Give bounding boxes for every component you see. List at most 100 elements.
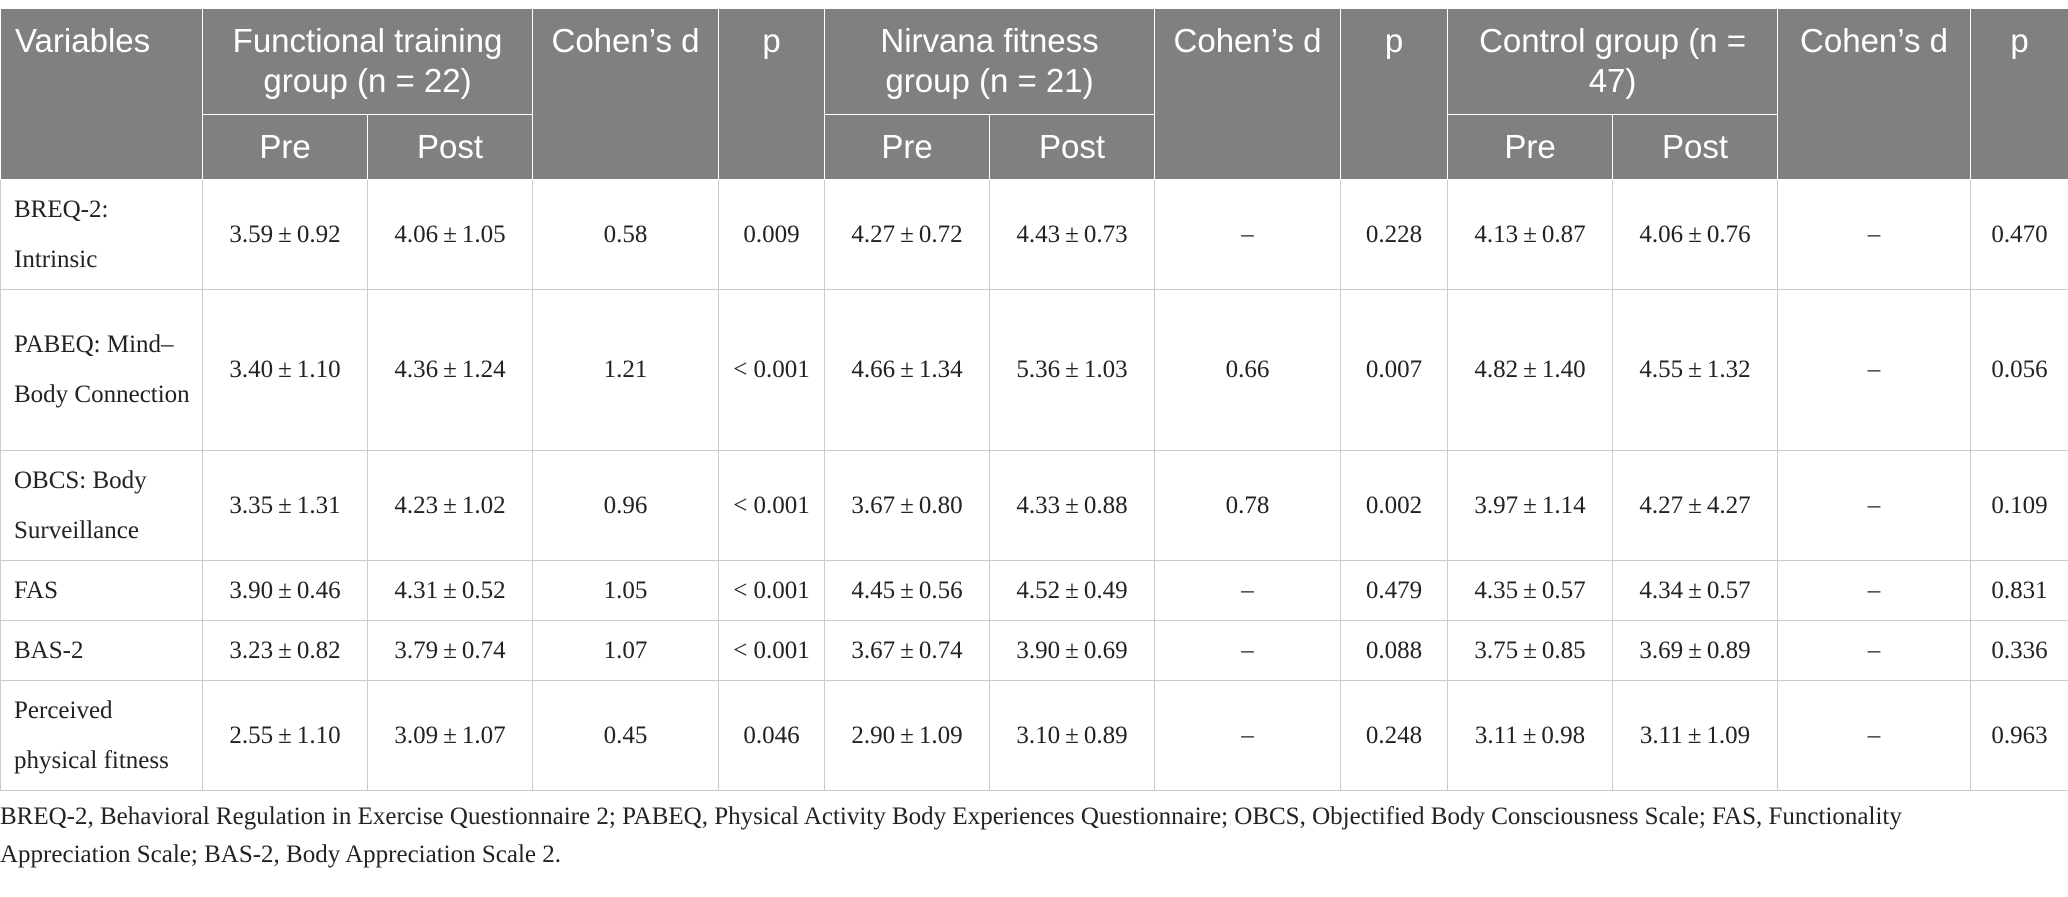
- header-p: p: [1341, 9, 1448, 180]
- functional-post-cell: 4.31 ± 0.52: [368, 561, 533, 621]
- header-pre: Pre: [1448, 115, 1613, 180]
- functional-post-cell: 4.23 ± 1.02: [368, 451, 533, 561]
- control-pre-cell: 3.11 ± 0.98: [1448, 681, 1613, 791]
- functional-pre-cell: 3.90 ± 0.46: [203, 561, 368, 621]
- functional-pre-cell: 3.35 ± 1.31: [203, 451, 368, 561]
- control-post-cell: 3.11 ± 1.09: [1613, 681, 1778, 791]
- header-group-functional: Functional training group (n = 22): [203, 9, 533, 115]
- control-pre-cell: 4.82 ± 1.40: [1448, 290, 1613, 451]
- control-pre-cell: 3.97 ± 1.14: [1448, 451, 1613, 561]
- header-post: Post: [1613, 115, 1778, 180]
- header-post: Post: [990, 115, 1155, 180]
- header-cohens-d: Cohen’s d: [1778, 9, 1971, 180]
- nirvana-post-cell: 4.52 ± 0.49: [990, 561, 1155, 621]
- control-p-cell: 0.470: [1971, 180, 2068, 290]
- nirvana-cohens-d-cell: –: [1155, 681, 1341, 791]
- control-cohens-d-cell: –: [1778, 681, 1971, 791]
- control-p-cell: 0.831: [1971, 561, 2068, 621]
- nirvana-p-cell: 0.479: [1341, 561, 1448, 621]
- variable-cell: FAS: [1, 561, 203, 621]
- control-cohens-d-cell: –: [1778, 180, 1971, 290]
- control-p-cell: 0.109: [1971, 451, 2068, 561]
- functional-post-cell: 3.09 ± 1.07: [368, 681, 533, 791]
- functional-p-cell: < 0.001: [719, 621, 825, 681]
- nirvana-cohens-d-cell: 0.66: [1155, 290, 1341, 451]
- functional-cohens-d-cell: 0.96: [533, 451, 719, 561]
- functional-pre-cell: 2.55 ± 1.10: [203, 681, 368, 791]
- header-p: p: [1971, 9, 2068, 180]
- nirvana-p-cell: 0.228: [1341, 180, 1448, 290]
- header-p: p: [719, 9, 825, 180]
- functional-cohens-d-cell: 0.45: [533, 681, 719, 791]
- variable-cell: BREQ-2: Intrinsic: [1, 180, 203, 290]
- nirvana-post-cell: 3.90 ± 0.69: [990, 621, 1155, 681]
- control-pre-cell: 4.35 ± 0.57: [1448, 561, 1613, 621]
- variable-cell: OBCS: Body Surveillance: [1, 451, 203, 561]
- control-cohens-d-cell: –: [1778, 561, 1971, 621]
- control-post-cell: 4.06 ± 0.76: [1613, 180, 1778, 290]
- variable-cell: BAS-2: [1, 621, 203, 681]
- functional-cohens-d-cell: 1.05: [533, 561, 719, 621]
- control-post-cell: 3.69 ± 0.89: [1613, 621, 1778, 681]
- functional-pre-cell: 3.59 ± 0.92: [203, 180, 368, 290]
- control-p-cell: 0.963: [1971, 681, 2068, 791]
- control-cohens-d-cell: –: [1778, 451, 1971, 561]
- table-footnote: BREQ-2, Behavioral Regulation in Exercis…: [0, 798, 2026, 874]
- nirvana-cohens-d-cell: –: [1155, 621, 1341, 681]
- header-group-nirvana: Nirvana fitness group (n = 21): [825, 9, 1155, 115]
- functional-p-cell: < 0.001: [719, 451, 825, 561]
- nirvana-cohens-d-cell: –: [1155, 180, 1341, 290]
- functional-cohens-d-cell: 1.07: [533, 621, 719, 681]
- functional-post-cell: 4.06 ± 1.05: [368, 180, 533, 290]
- nirvana-p-cell: 0.088: [1341, 621, 1448, 681]
- nirvana-post-cell: 3.10 ± 0.89: [990, 681, 1155, 791]
- control-pre-cell: 3.75 ± 0.85: [1448, 621, 1613, 681]
- control-cohens-d-cell: –: [1778, 621, 1971, 681]
- functional-post-cell: 4.36 ± 1.24: [368, 290, 533, 451]
- nirvana-cohens-d-cell: 0.78: [1155, 451, 1341, 561]
- nirvana-pre-cell: 4.45 ± 0.56: [825, 561, 990, 621]
- nirvana-pre-cell: 2.90 ± 1.09: [825, 681, 990, 791]
- nirvana-pre-cell: 3.67 ± 0.80: [825, 451, 990, 561]
- nirvana-post-cell: 4.43 ± 0.73: [990, 180, 1155, 290]
- control-p-cell: 0.336: [1971, 621, 2068, 681]
- header-variables: Variables: [1, 9, 203, 180]
- control-pre-cell: 4.13 ± 0.87: [1448, 180, 1613, 290]
- control-post-cell: 4.34 ± 0.57: [1613, 561, 1778, 621]
- nirvana-cohens-d-cell: –: [1155, 561, 1341, 621]
- functional-pre-cell: 3.23 ± 0.82: [203, 621, 368, 681]
- variable-cell: Perceived physical fitness: [1, 681, 203, 791]
- functional-cohens-d-cell: 1.21: [533, 290, 719, 451]
- nirvana-pre-cell: 4.27 ± 0.72: [825, 180, 990, 290]
- functional-p-cell: < 0.001: [719, 561, 825, 621]
- functional-pre-cell: 3.40 ± 1.10: [203, 290, 368, 451]
- nirvana-p-cell: 0.007: [1341, 290, 1448, 451]
- control-p-cell: 0.056: [1971, 290, 2068, 451]
- header-cohens-d: Cohen’s d: [533, 9, 719, 180]
- functional-cohens-d-cell: 0.58: [533, 180, 719, 290]
- variable-cell: PABEQ: Mind–Body Connection: [1, 290, 203, 451]
- functional-post-cell: 3.79 ± 0.74: [368, 621, 533, 681]
- header-post: Post: [368, 115, 533, 180]
- control-post-cell: 4.27 ± 4.27: [1613, 451, 1778, 561]
- results-table: Variables Functional training group (n =…: [0, 8, 2068, 791]
- nirvana-pre-cell: 4.66 ± 1.34: [825, 290, 990, 451]
- nirvana-p-cell: 0.248: [1341, 681, 1448, 791]
- nirvana-post-cell: 4.33 ± 0.88: [990, 451, 1155, 561]
- functional-p-cell: 0.046: [719, 681, 825, 791]
- header-cohens-d: Cohen’s d: [1155, 9, 1341, 180]
- functional-p-cell: < 0.001: [719, 290, 825, 451]
- header-pre: Pre: [203, 115, 368, 180]
- header-pre: Pre: [825, 115, 990, 180]
- nirvana-pre-cell: 3.67 ± 0.74: [825, 621, 990, 681]
- control-post-cell: 4.55 ± 1.32: [1613, 290, 1778, 451]
- nirvana-p-cell: 0.002: [1341, 451, 1448, 561]
- nirvana-post-cell: 5.36 ± 1.03: [990, 290, 1155, 451]
